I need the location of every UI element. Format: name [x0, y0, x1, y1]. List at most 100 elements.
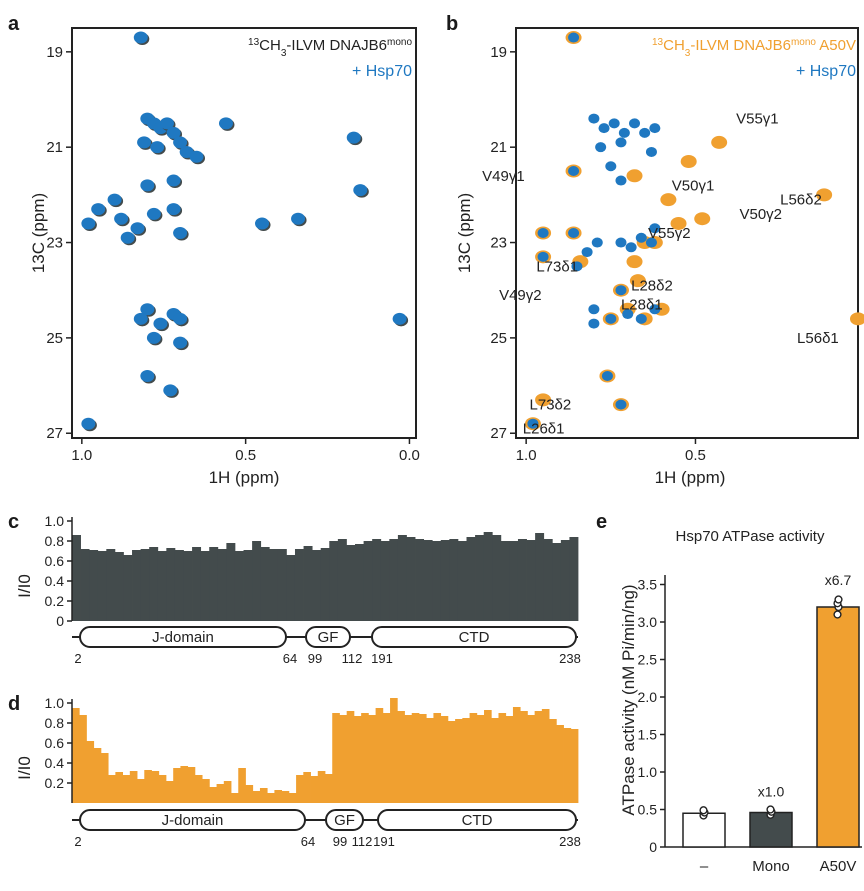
panel-b-peak-label: L28δ1 — [621, 297, 663, 314]
panel-b-ytick-label: 19 — [490, 44, 507, 61]
panel-c-bars: 0 0.2 0.4 0.6 0.8 1.0 I/I0 J-domain GF CTD 2 64 99… — [15, 513, 581, 666]
panel-a-ylabel: 13C (ppm) — [29, 193, 48, 273]
panel-a-peak — [146, 331, 161, 344]
panel-b-peak-blue — [635, 232, 647, 243]
panel-a-peak — [189, 150, 204, 163]
panel-a-ytick-label: 21 — [46, 139, 63, 156]
panel-b-ytick-label: 23 — [490, 235, 507, 252]
panel-d-residue-label: 112 — [352, 834, 373, 849]
panel-c-bar — [415, 539, 425, 621]
panel-a-ytick-label: 19 — [46, 44, 63, 61]
panel-b-peak-blue — [588, 318, 600, 329]
panel-b-peak-blue — [615, 137, 627, 148]
panel-b-peak-orange — [850, 312, 864, 326]
panel-e-replicate-point — [766, 805, 775, 814]
panel-c-bar — [526, 540, 536, 621]
panel-e-bar — [816, 606, 860, 848]
panel-a-legend-line2: + Hsp70 — [352, 63, 412, 80]
panel-d-bar — [361, 713, 369, 803]
panel-d-bar — [512, 707, 521, 803]
panel-d-residue-label: 238 — [559, 834, 581, 849]
panel-b-legend-line1: 13CH3-ILVM DNAJB6mono A50V — [652, 37, 856, 59]
panel-d-jdomain-box — [79, 809, 306, 831]
panel-d-bar — [108, 775, 116, 803]
panel-d-bar — [194, 775, 203, 803]
panel-d-ytick-label: 0.2 — [45, 775, 65, 791]
panel-d-ylabel: I/I0 — [15, 756, 34, 780]
panel-b-peak-blue — [618, 127, 630, 138]
panel-e-fold-label: x1.0 — [758, 784, 785, 800]
panel-letter-d: d — [8, 693, 20, 715]
panel-d-bar — [484, 710, 492, 803]
panel-a-ytick-label: 27 — [46, 425, 63, 442]
panel-a-peak — [91, 203, 106, 216]
panel-b-peak-blue — [588, 304, 600, 315]
panel-c-bar — [217, 549, 227, 621]
panel-b-peak-label: V50γ2 — [739, 206, 782, 223]
panel-d-bar — [202, 779, 210, 803]
panel-a-ytick-label: 23 — [46, 235, 63, 252]
panel-b-peak-label: L56δ2 — [780, 192, 822, 209]
panel-d-bar — [296, 775, 304, 803]
panel-d-bar — [165, 781, 174, 803]
panel-a-xlabel: 1H (ppm) — [209, 468, 280, 487]
panel-d-bar — [332, 713, 340, 803]
panel-d-ytick-label: 1.0 — [45, 695, 65, 711]
panel-c-bar — [552, 543, 562, 621]
panel-a-peak — [114, 212, 129, 225]
panel-c-bar — [106, 549, 116, 621]
panel-a-peak — [81, 217, 96, 230]
panel-c-bar — [569, 537, 579, 621]
panel-a-peak — [130, 222, 145, 235]
panel-d-bar — [418, 714, 427, 803]
panel-b-peak-orange — [816, 188, 833, 202]
panel-d-bar — [245, 785, 254, 803]
panel-b-peak-blue — [629, 118, 641, 129]
panel-d-bar — [462, 718, 470, 803]
panel-c-bar — [140, 549, 150, 621]
panel-b-peak-blue — [591, 237, 603, 248]
panel-d-bar — [137, 779, 145, 803]
panel-b-peak-orange — [694, 212, 711, 226]
panel-b-ytick-label: 25 — [490, 330, 507, 347]
panel-c-bar — [149, 547, 159, 621]
panel-b-legend-tail: A50V — [816, 37, 856, 54]
panel-b-peak-label: V49γ2 — [499, 287, 542, 304]
panel-c-gf-label: GF — [318, 629, 339, 646]
panel-c-ctd-label: CTD — [459, 629, 490, 646]
panel-b-xtick-label: 1.0 — [516, 447, 537, 464]
panel-a-peak — [346, 131, 361, 144]
panel-b-peak-blue — [649, 223, 661, 234]
panel-b-peak-blue — [595, 142, 607, 153]
panel-c-bar — [483, 532, 493, 621]
panel-d-bar — [252, 791, 261, 803]
panel-d-bar — [259, 788, 268, 803]
panel-c-residue-label: 238 — [559, 651, 581, 666]
panel-c-bar — [277, 549, 287, 621]
panel-b-legend-line2: + Hsp70 — [796, 63, 856, 80]
panel-b-frame — [515, 27, 859, 439]
panel-b-peak-orange — [711, 135, 728, 149]
panel-letter-c: c — [8, 511, 19, 533]
panel-e-ytick-label: 1.5 — [638, 727, 658, 743]
panel-d-residue-label: 2 — [74, 834, 81, 849]
panel-d-bar — [303, 772, 311, 803]
panel-d-gf-label: GF — [334, 812, 355, 829]
panel-c-bar — [449, 539, 459, 621]
panel-d-bar — [187, 767, 196, 803]
panel-c-bar — [457, 541, 467, 621]
panel-a-peak — [120, 231, 135, 244]
panel-d-bar — [404, 715, 413, 803]
panel-c-jdomain-label: J-domain — [152, 629, 214, 646]
panel-c-bar — [89, 550, 99, 621]
panel-d-ytick-label: 0.4 — [45, 755, 65, 771]
panel-d-bar — [520, 711, 528, 803]
panel-b-peak-blue — [581, 247, 593, 258]
panel-c-ytick-label: 0.2 — [45, 593, 65, 609]
panel-b-peak-orange — [626, 255, 643, 269]
panel-c-bar — [303, 546, 313, 621]
panel-b-peak-blue — [527, 418, 539, 429]
panel-d-bar — [209, 787, 217, 803]
panel-d-bar — [317, 771, 326, 803]
panel-a-peak — [173, 227, 188, 239]
